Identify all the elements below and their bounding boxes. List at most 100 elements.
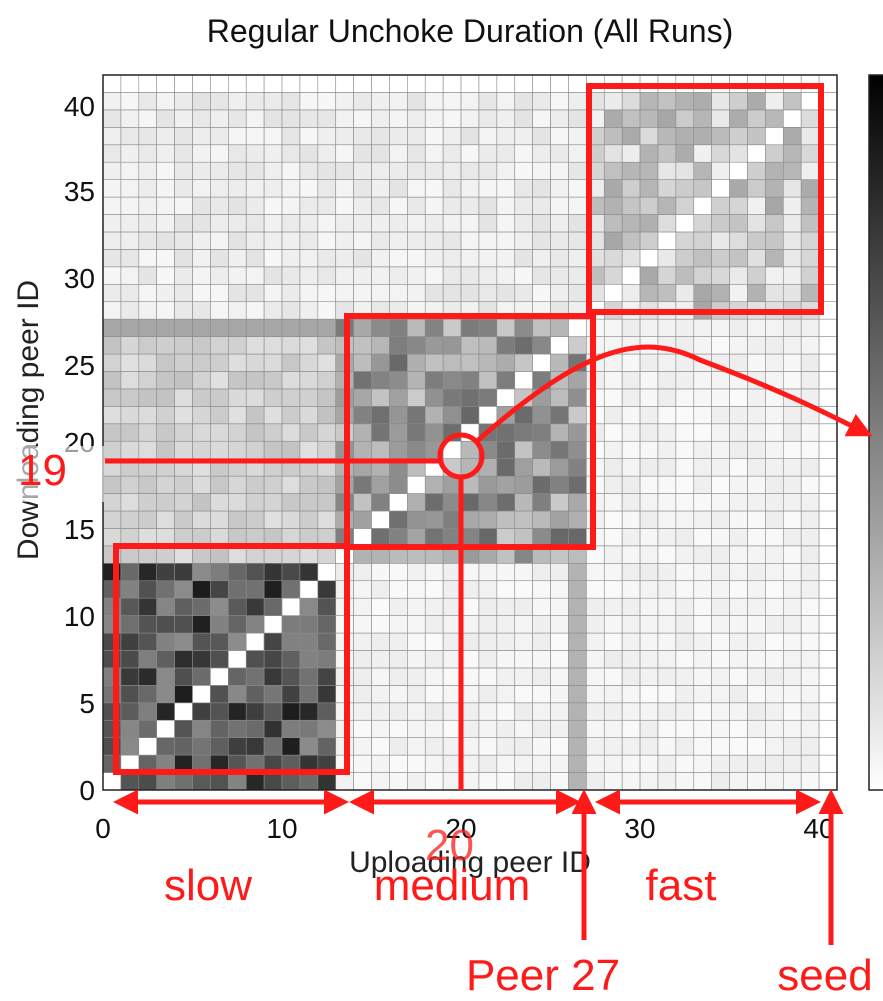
heatmap-cell <box>317 737 337 756</box>
heatmap-cell <box>353 528 372 547</box>
heatmap-cell <box>675 737 695 756</box>
heatmap-cell <box>317 702 337 721</box>
heatmap-cell <box>639 562 659 582</box>
heatmap-cell <box>675 562 695 582</box>
heatmap-cell <box>156 423 175 442</box>
heatmap-cell <box>299 92 319 111</box>
heatmap-cell <box>192 266 211 285</box>
heatmap-cell <box>586 562 605 582</box>
heatmap-cell <box>675 685 695 704</box>
heatmap-cell <box>693 231 712 250</box>
heatmap-cell <box>621 214 641 233</box>
heatmap-cell <box>371 510 390 529</box>
heatmap-cell <box>693 562 712 582</box>
heatmap-cell <box>424 493 444 512</box>
heatmap-cell <box>818 754 838 773</box>
heatmap-cell <box>639 196 659 215</box>
heatmap-cell <box>174 702 193 721</box>
heatmap-cell <box>532 615 551 634</box>
heatmap-cell <box>210 336 229 355</box>
heatmap-cell <box>174 283 193 303</box>
heatmap-cell <box>568 510 587 529</box>
heatmap-cell <box>210 388 229 407</box>
heatmap-cell <box>174 737 193 756</box>
heatmap-cell <box>210 196 229 215</box>
heatmap-cell <box>657 161 677 180</box>
heatmap-cell <box>586 719 605 738</box>
heatmap-cell <box>210 510 229 529</box>
heatmap-cell <box>389 475 408 494</box>
heatmap-cell <box>729 283 748 303</box>
heatmap-cell <box>621 719 641 738</box>
heatmap-cell <box>747 353 766 372</box>
heatmap-cell <box>263 388 283 407</box>
heatmap-cell <box>317 580 337 599</box>
heatmap-cell <box>782 528 802 547</box>
heatmap-cell <box>353 580 372 599</box>
heatmap-cell <box>514 336 533 355</box>
heatmap-cell <box>442 597 462 616</box>
heatmap-cell <box>711 196 730 215</box>
heatmap-cell <box>550 388 569 407</box>
heatmap-cell <box>729 493 748 512</box>
heatmap-cell <box>800 754 820 773</box>
heatmap-cell <box>693 475 712 494</box>
heatmap-cell <box>550 144 569 163</box>
heatmap-cell <box>639 632 659 651</box>
heatmap-cell <box>156 353 175 372</box>
heatmap-cell <box>442 719 462 738</box>
heatmap-cell <box>353 615 372 634</box>
heatmap-cell <box>281 74 301 93</box>
heatmap-cell <box>693 493 712 512</box>
heatmap-cell <box>156 231 175 250</box>
heatmap-cell <box>281 109 301 128</box>
heatmap-cell <box>299 144 319 163</box>
heatmap-cell <box>174 249 193 268</box>
heatmap-cell <box>210 371 229 390</box>
heatmap-cell <box>747 772 766 791</box>
heatmap-cell <box>818 493 838 512</box>
heatmap-cell <box>478 719 498 738</box>
heatmap-cell <box>299 74 319 93</box>
heatmap-cell <box>210 144 229 163</box>
heatmap-cell <box>156 318 175 337</box>
heatmap-cell <box>299 179 319 198</box>
heatmap-cell <box>102 318 122 337</box>
heatmap-cell <box>639 231 659 250</box>
heatmap-cell <box>353 650 372 669</box>
heatmap-cell <box>245 580 265 599</box>
heatmap-cell <box>263 92 283 111</box>
heatmap-cell <box>639 249 659 268</box>
heatmap-cell <box>532 214 551 233</box>
heatmap-cell <box>782 754 802 773</box>
heatmap-cell <box>711 475 730 494</box>
heatmap-cell <box>711 179 730 198</box>
heatmap-cell <box>317 632 337 651</box>
heatmap-cell <box>228 196 247 215</box>
heatmap-cell <box>192 493 211 512</box>
heatmap-cell <box>818 528 838 547</box>
heatmap-cell <box>120 667 140 686</box>
y-axis-label: Downloading peer ID <box>12 280 45 560</box>
heatmap-cell <box>281 632 301 651</box>
heatmap-cell <box>782 772 802 791</box>
heatmap-cell <box>281 92 301 111</box>
heatmap-cell <box>245 353 265 372</box>
heatmap-cell <box>818 562 838 582</box>
heatmap-cell <box>639 772 659 791</box>
heatmap-cell <box>675 475 695 494</box>
heatmap-cell <box>138 231 158 250</box>
heatmap-cell <box>729 685 748 704</box>
heatmap-cell <box>353 196 372 215</box>
heatmap-cell <box>532 318 551 337</box>
heatmap-cell <box>639 475 659 494</box>
heatmap-cell <box>245 318 265 337</box>
heatmap-cell <box>639 423 659 442</box>
heatmap-cell <box>228 667 247 686</box>
heatmap-cell <box>639 702 659 721</box>
heatmap-cell <box>228 702 247 721</box>
heatmap-cell <box>657 318 677 337</box>
heatmap-cell <box>657 632 677 651</box>
heatmap-cell <box>263 74 283 93</box>
heatmap-cell <box>496 667 516 686</box>
